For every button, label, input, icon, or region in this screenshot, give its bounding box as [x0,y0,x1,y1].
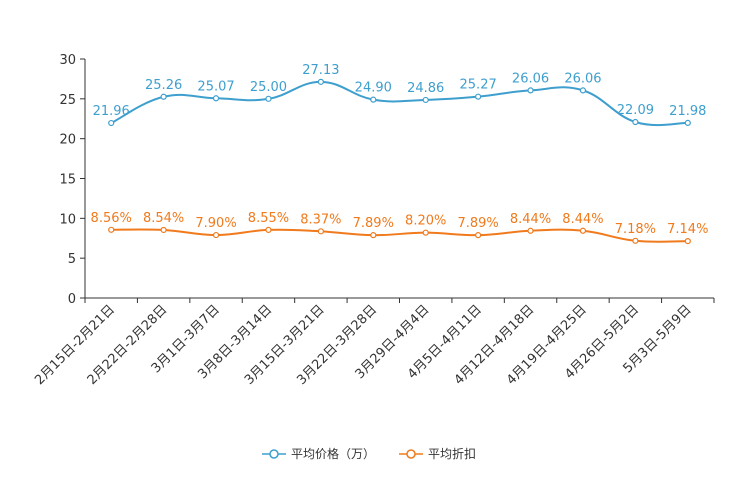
data-point [160,226,167,234]
data-point [265,95,272,102]
legend-item-1[interactable]: 平均折扣 [399,446,476,461]
series-0: 21.96 25.26 25.07 25.00 27.13 24.90 24.86 25.27… [93,63,706,127]
data-point [527,227,534,234]
data-point [370,232,377,239]
data-label: 25.26 [145,78,182,93]
data-label: 8.44% [562,212,603,227]
data-point [317,78,324,85]
y-tick-label: 20 [59,133,76,148]
data-label: 8.56% [91,211,132,226]
data-point [579,87,587,94]
y-tick-label: 5 [68,252,76,267]
data-label: 7.18% [615,222,656,237]
data-label: 21.96 [93,104,130,119]
y-tick-label: 25 [59,93,76,108]
series-line [110,80,688,127]
data-label: 21.98 [669,104,706,119]
data-label: 7.89% [353,216,394,231]
data-point [265,226,272,233]
data-label: 8.37% [300,212,341,227]
data-point [422,96,429,104]
series-line [111,228,688,243]
data-point [527,87,534,94]
y-tick-label: 0 [68,292,76,307]
data-point [370,96,377,103]
data-label: 8.44% [510,212,551,227]
data-point [108,226,115,233]
data-label: 7.89% [457,216,498,231]
data-point [632,118,639,126]
series-1: 8.56% 8.54% 7.90% 8.55% 8.37% 7.89% 8.20% 7.89%… [91,211,708,245]
y-tick-label: 10 [59,212,76,227]
data-label: 25.27 [460,78,497,93]
data-point [212,231,220,239]
data-label: 8.20% [405,214,446,229]
data-point [212,95,220,102]
data-point [475,232,482,239]
data-label: 22.09 [617,103,654,118]
data-point [684,119,691,126]
data-point [160,93,167,100]
legend: 平均价格（万） 平均折扣 [262,446,476,461]
data-label: 26.06 [564,71,601,86]
data-label: 24.90 [355,81,392,96]
data-point [108,119,115,127]
legend-label: 平均折扣 [428,446,476,461]
data-label: 24.86 [407,81,444,96]
y-tick-label: 15 [59,173,76,188]
data-label: 27.13 [302,63,339,78]
data-label: 8.54% [143,211,184,226]
legend-marker-icon [269,449,279,459]
data-label: 8.55% [248,211,289,226]
y-tick-label: 30 [59,53,76,68]
data-label: 25.00 [250,80,287,95]
data-point [632,237,639,244]
legend-marker-icon [406,449,416,459]
data-point [317,228,324,235]
legend-item-0[interactable]: 平均价格（万） [262,446,375,461]
data-point [684,238,691,245]
data-point [422,229,429,236]
data-label: 7.90% [195,216,236,231]
data-label: 25.07 [197,79,234,94]
data-label: 7.14% [667,222,708,237]
data-point [475,93,482,100]
data-point [579,227,587,234]
legend-label: 平均价格（万） [291,446,375,461]
series-layer: 21.96 25.26 25.07 25.00 27.13 24.90 24.86 25.27… [91,63,708,245]
data-label: 26.06 [512,71,549,86]
